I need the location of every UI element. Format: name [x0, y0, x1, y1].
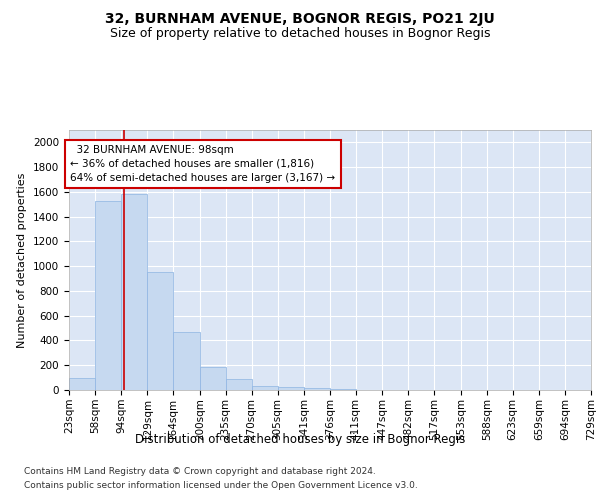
Bar	[121, 194, 148, 390]
Bar	[69, 378, 95, 390]
Bar	[278, 387, 304, 390]
Bar	[304, 388, 330, 390]
Bar	[95, 200, 121, 390]
Bar	[226, 379, 251, 390]
Bar	[173, 332, 200, 390]
Text: 32 BURNHAM AVENUE: 98sqm
← 36% of detached houses are smaller (1,816)
64% of sem: 32 BURNHAM AVENUE: 98sqm ← 36% of detach…	[70, 145, 335, 183]
Text: Contains HM Land Registry data © Crown copyright and database right 2024.: Contains HM Land Registry data © Crown c…	[24, 468, 376, 476]
Text: 32, BURNHAM AVENUE, BOGNOR REGIS, PO21 2JU: 32, BURNHAM AVENUE, BOGNOR REGIS, PO21 2…	[105, 12, 495, 26]
Bar	[148, 272, 173, 390]
Y-axis label: Number of detached properties: Number of detached properties	[17, 172, 28, 348]
Bar	[200, 367, 226, 390]
Text: Contains public sector information licensed under the Open Government Licence v3: Contains public sector information licen…	[24, 481, 418, 490]
Text: Distribution of detached houses by size in Bognor Regis: Distribution of detached houses by size …	[135, 432, 465, 446]
Bar	[251, 386, 278, 390]
Text: Size of property relative to detached houses in Bognor Regis: Size of property relative to detached ho…	[110, 28, 490, 40]
